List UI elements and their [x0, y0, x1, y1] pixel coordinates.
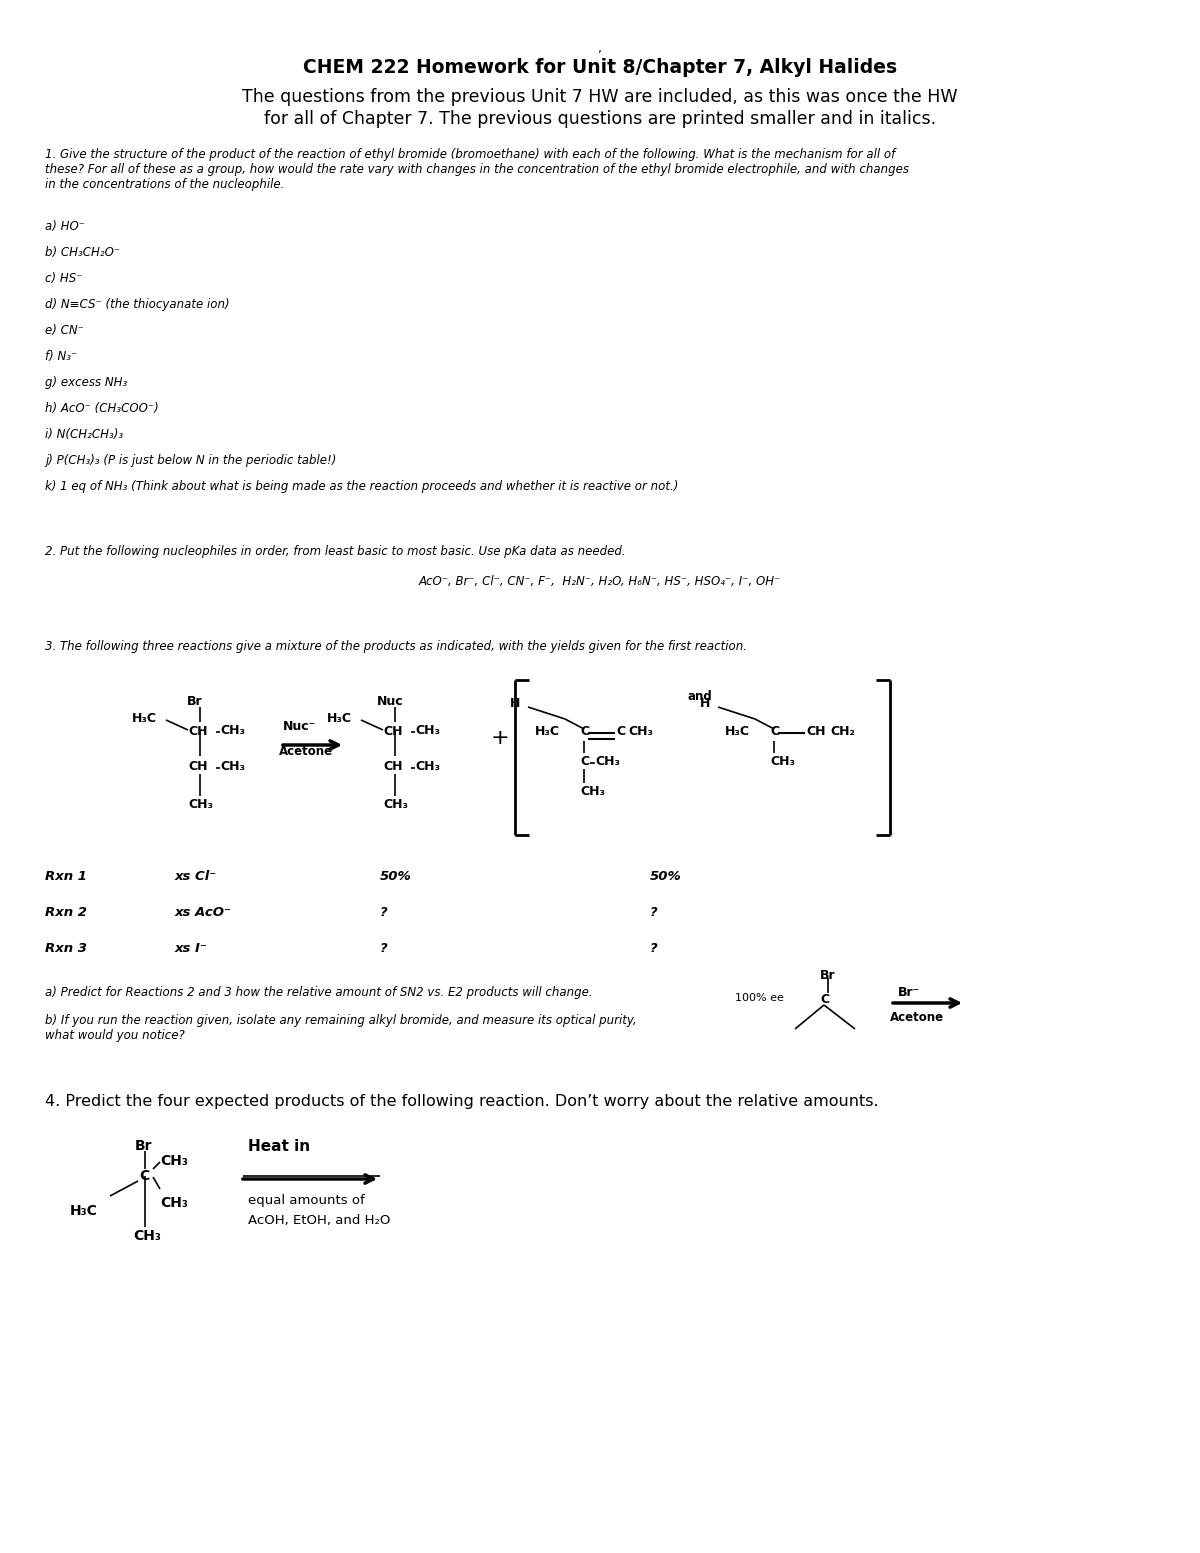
Text: Nuc⁻: Nuc⁻ [283, 721, 317, 733]
Text: CH₃: CH₃ [415, 724, 440, 738]
Text: Acetone: Acetone [278, 745, 334, 758]
Text: H₃C: H₃C [70, 1204, 98, 1218]
Text: 1. Give the structure of the product of the reaction of ethyl bromide (bromoetha: 1. Give the structure of the product of … [46, 148, 910, 191]
Text: Nuc: Nuc [377, 696, 403, 708]
Text: Br: Br [820, 969, 835, 981]
Text: Rxn 3: Rxn 3 [46, 943, 88, 955]
Text: 3. The following three reactions give a mixture of the products as indicated, wi: 3. The following three reactions give a … [46, 640, 746, 652]
Text: ?: ? [650, 943, 658, 955]
Text: H: H [510, 697, 521, 710]
Text: CH: CH [806, 725, 826, 738]
Text: H₃C: H₃C [725, 725, 750, 738]
Text: CH: CH [383, 725, 402, 738]
Text: f) N₃⁻: f) N₃⁻ [46, 349, 77, 363]
Text: CH₃: CH₃ [770, 755, 796, 769]
Text: equal amounts of: equal amounts of [248, 1194, 365, 1207]
Text: CH: CH [383, 759, 402, 773]
Text: 2. Put the following nucleophiles in order, from least basic to most basic. Use : 2. Put the following nucleophiles in ord… [46, 545, 625, 558]
Text: xs I⁻: xs I⁻ [175, 943, 208, 955]
Text: CH₃: CH₃ [415, 759, 440, 773]
Text: H₃C: H₃C [326, 711, 352, 725]
Text: CH₃: CH₃ [580, 784, 605, 798]
Text: CH₃: CH₃ [160, 1196, 188, 1210]
Text: AcOH, EtOH, and H₂O: AcOH, EtOH, and H₂O [248, 1214, 390, 1227]
Text: CH₃: CH₃ [383, 798, 408, 811]
Text: AcO⁻, Br⁻, Cl⁻, CN⁻, F⁻,  H₂N⁻, H₂O, H₆N⁻, HS⁻, HSO₄⁻, I⁻, OH⁻: AcO⁻, Br⁻, Cl⁻, CN⁻, F⁻, H₂N⁻, H₂O, H₆N⁻… [419, 575, 781, 589]
Text: Br: Br [134, 1138, 152, 1152]
Text: CH₃: CH₃ [628, 725, 653, 738]
Text: a) HO⁻: a) HO⁻ [46, 221, 85, 233]
Text: ?: ? [380, 905, 388, 919]
Text: xs AcO⁻: xs AcO⁻ [175, 905, 232, 919]
Text: C: C [580, 725, 589, 738]
Text: CH₃: CH₃ [160, 1154, 188, 1168]
Text: i) N(CH₂CH₃)₃: i) N(CH₂CH₃)₃ [46, 429, 124, 441]
Text: Rxn 2: Rxn 2 [46, 905, 88, 919]
Text: C: C [616, 725, 625, 738]
Text: Br: Br [187, 696, 203, 708]
Text: CH₃: CH₃ [595, 755, 620, 769]
Text: for all of Chapter 7. The previous questions are printed smaller and in italics.: for all of Chapter 7. The previous quest… [264, 110, 936, 127]
Text: CH₃: CH₃ [220, 724, 245, 738]
Text: j) P(CH₃)₃ (P is just below N in the periodic table!): j) P(CH₃)₃ (P is just below N in the per… [46, 453, 336, 467]
Text: Acetone: Acetone [890, 1011, 944, 1023]
Text: g) excess NH₃: g) excess NH₃ [46, 376, 127, 388]
Text: C: C [139, 1169, 149, 1183]
Text: k) 1 eq of NH₃ (Think about what is being made as the reaction proceeds and whet: k) 1 eq of NH₃ (Think about what is bein… [46, 480, 678, 492]
Text: 50%: 50% [380, 870, 412, 884]
Text: ?: ? [380, 943, 388, 955]
Text: 4. Predict the four expected products of the following reaction. Don’t worry abo: 4. Predict the four expected products of… [46, 1093, 878, 1109]
Text: C: C [820, 992, 829, 1006]
Text: H₃C: H₃C [535, 725, 560, 738]
Text: CH₃: CH₃ [133, 1228, 161, 1242]
Text: ,: , [598, 42, 602, 54]
Text: xs Cl⁻: xs Cl⁻ [175, 870, 217, 884]
Text: d) N≡CS⁻ (the thiocyanate ion): d) N≡CS⁻ (the thiocyanate ion) [46, 298, 229, 311]
Text: b) If you run the reaction given, isolate any remaining alkyl bromide, and measu: b) If you run the reaction given, isolat… [46, 1014, 637, 1042]
Text: CH₂: CH₂ [830, 725, 854, 738]
Text: CH: CH [188, 725, 208, 738]
Text: e) CN⁻: e) CN⁻ [46, 325, 84, 337]
Text: Heat in: Heat in [248, 1138, 310, 1154]
Text: CH₃: CH₃ [220, 759, 245, 773]
Text: 100% ee: 100% ee [734, 992, 784, 1003]
Text: C: C [580, 755, 589, 769]
Text: H₃C: H₃C [132, 711, 157, 725]
Text: +: + [491, 728, 509, 749]
Text: C: C [770, 725, 779, 738]
Text: Br⁻: Br⁻ [898, 986, 920, 999]
Text: CH₃: CH₃ [188, 798, 214, 811]
Text: a) Predict for Reactions 2 and 3 how the relative amount of SN2 vs. E2 products : a) Predict for Reactions 2 and 3 how the… [46, 986, 593, 999]
Text: and: and [688, 690, 713, 704]
Text: c) HS⁻: c) HS⁻ [46, 272, 83, 286]
Text: b) CH₃CH₂O⁻: b) CH₃CH₂O⁻ [46, 245, 120, 259]
Text: ?: ? [650, 905, 658, 919]
Text: CH: CH [188, 759, 208, 773]
Text: H: H [700, 697, 710, 710]
Text: The questions from the previous Unit 7 HW are included, as this was once the HW: The questions from the previous Unit 7 H… [242, 89, 958, 106]
Text: 50%: 50% [650, 870, 682, 884]
Text: CHEM 222 Homework for Unit 8/Chapter 7, Alkyl Halides: CHEM 222 Homework for Unit 8/Chapter 7, … [302, 57, 898, 78]
Text: Rxn 1: Rxn 1 [46, 870, 88, 884]
Text: h) AcO⁻ (CH₃COO⁻): h) AcO⁻ (CH₃COO⁻) [46, 402, 158, 415]
